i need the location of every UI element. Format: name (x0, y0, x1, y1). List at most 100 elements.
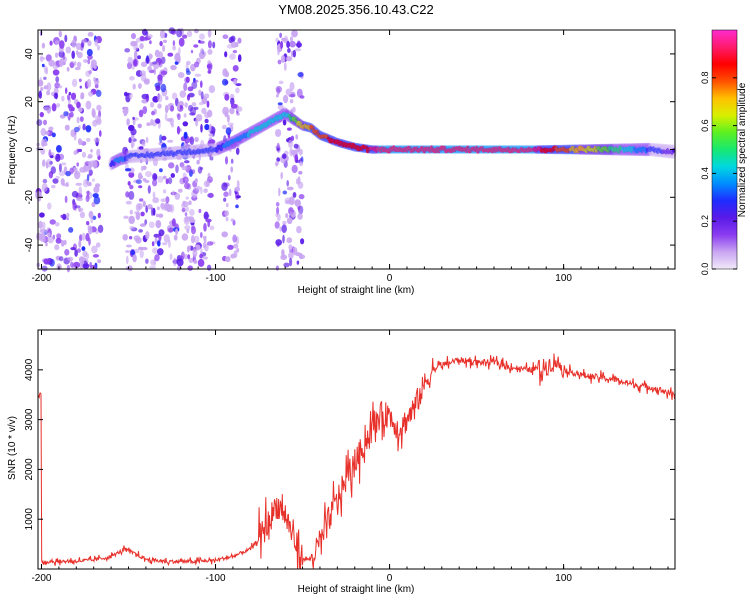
spectrogram-noise-cell (56, 103, 61, 108)
spectrogram-noise-cell (179, 105, 183, 109)
spectrogram-noise-cell (63, 111, 69, 117)
spectrogram-noise-cell (167, 139, 174, 143)
spectrogram-noise-cell (97, 224, 104, 233)
colorbar-gradient (711, 29, 738, 270)
spectrogram-noise-cell (74, 171, 78, 176)
spectrogram-noise-cell (230, 253, 236, 259)
spectrogram-noise-cell (97, 212, 101, 219)
spectrogram-noise-cell (85, 100, 92, 110)
spectrogram-noise-cell (159, 29, 166, 39)
spectrogram-noise-cell (160, 83, 167, 93)
spectrogram-noise-cell (151, 110, 155, 116)
spectrogram-noise-cell (75, 42, 82, 51)
spectrogram-noise-cell (286, 40, 290, 49)
spectrogram-noise-cell (85, 195, 90, 202)
spectrogram-noise-cell (46, 129, 54, 137)
spectrogram-noise-cell (80, 257, 87, 262)
spectrogram-noise-cell (184, 206, 190, 212)
spectrogram-noise-cell (289, 211, 293, 216)
spectrogram-noise-cell (79, 116, 84, 122)
spectrogram-noise-cell (126, 255, 129, 265)
spectrogram-noise-cell (283, 262, 290, 268)
spectrogram-noise-cell (40, 127, 47, 137)
spectrogram-noise-cell (78, 107, 83, 113)
spectrogram-noise-cell (283, 62, 287, 71)
spectrogram-noise-cell (296, 88, 303, 98)
x-tick-label: -100 (206, 273, 226, 284)
spectrogram-noise-cell (230, 218, 235, 222)
spectrogram-noise-cell (139, 70, 146, 76)
spectrogram-noise-cell (41, 182, 48, 192)
spectrogram-noise-cell (82, 38, 87, 44)
spectrogram-noise-cell (160, 70, 168, 76)
spectrogram-noise-cell (235, 83, 242, 87)
spectrogram-noise-cell (45, 54, 52, 62)
spectrogram-noise-cell (55, 76, 60, 83)
spectrogram-noise-cell (60, 240, 65, 247)
spectrogram-noise-cell (292, 192, 297, 198)
spectrogram-noise-cell (127, 56, 133, 64)
spectrogram-noise-cell (190, 245, 194, 251)
spectrogram-noise-cell (48, 126, 54, 131)
spectrogram-noise-cell (95, 242, 101, 248)
spectrogram-noise-cell (61, 162, 67, 166)
spectrogram-noise-cell (186, 70, 191, 75)
spectrogram-noise-cell (128, 92, 133, 100)
spectrogram-noise-cell (139, 43, 144, 50)
spectrogram-noise-cell (149, 40, 152, 45)
spectrogram-noise-cell (204, 118, 209, 124)
spectrogram-noise-cell (182, 176, 189, 184)
spectrogram-noise-cell (188, 257, 194, 264)
spectrogram-noise-cell (157, 175, 164, 183)
spectrogram-noise-cell (148, 221, 155, 229)
spectrogram-noise-cell (145, 258, 149, 264)
spectrogram-noise-cell (133, 235, 141, 242)
spectrogram-noise-cell (297, 72, 304, 78)
spectrogram-ridge-layer (108, 107, 677, 171)
spectrogram-noise-cell (64, 124, 70, 131)
spectrogram-noise-cell (97, 259, 102, 264)
spectrogram-noise-cell (178, 47, 181, 56)
spectrogram-noise-cell (78, 207, 82, 213)
spectrogram-noise-cell (143, 78, 150, 85)
spectrogram-noise-cell (159, 134, 163, 143)
spectrogram-noise-cell (150, 118, 154, 126)
spectrogram-noise-cell (202, 242, 206, 249)
colorbar: 0.0 0.2 0.4 0.6 0.8 Normalized spectral ampl… (700, 29, 748, 275)
spectrogram-noise-cell (79, 234, 83, 242)
spectrogram-noise-cell (90, 217, 93, 224)
spectrogram-noise-cell (96, 118, 102, 126)
spectrogram-noise-cell (56, 145, 62, 153)
spectrogram-noise-cell (282, 220, 287, 225)
spectrogram-noise-cell (184, 225, 191, 231)
spectrogram-noise-cell (288, 139, 294, 149)
spectrogram-noise-cell (193, 106, 199, 110)
spectrogram-noise-cell (150, 101, 155, 108)
spectrogram-noise-cell (227, 44, 234, 49)
spectrogram-noise-cell (191, 102, 197, 107)
spectrogram-noise-cell (196, 159, 200, 165)
spectrogram-noise-cell (207, 49, 213, 55)
spectrogram-noise-cell (170, 173, 175, 178)
spectrogram-noise-cell (165, 204, 173, 213)
spectrogram-noise-cell (232, 50, 238, 54)
spectrogram-noise-cell (82, 123, 86, 131)
spectrogram-noise-cell (230, 166, 233, 173)
spectrogram-noise-cell (51, 103, 57, 112)
spectrogram-noise-cell (129, 226, 135, 230)
spectrogram-noise-cell (208, 123, 212, 132)
spectrogram-noise-cell (133, 117, 139, 121)
spectrogram-noise-cell (152, 191, 156, 199)
spectrogram-noise-cell (142, 165, 147, 170)
spectrogram-noise-cell (289, 82, 295, 91)
spectrogram-noise-cell (52, 64, 58, 70)
spectrogram-noise-cell (127, 181, 131, 186)
spectrogram-noise-cell (137, 55, 141, 60)
spectrogram-noise-cell (163, 234, 170, 243)
spectrogram-noise-cell (55, 52, 59, 58)
spectrogram-noise-cell (157, 103, 162, 109)
colorbar-tick-label: 0.8 (700, 72, 710, 85)
x-tick-label: -100 (206, 573, 226, 584)
spectrogram-noise-cell (150, 207, 154, 217)
